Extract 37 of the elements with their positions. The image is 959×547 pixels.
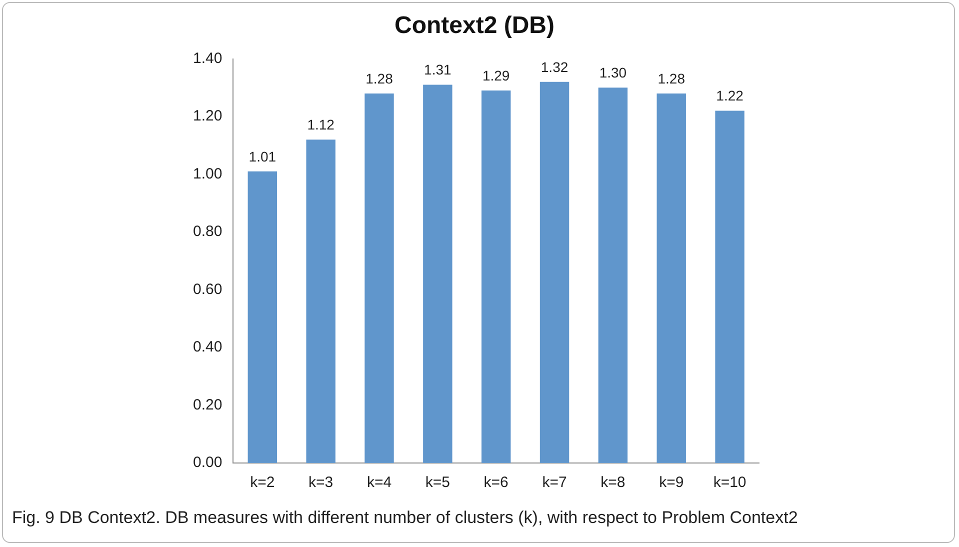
data-label: 1.01 <box>248 148 276 164</box>
bar <box>248 171 278 463</box>
data-label: 1.28 <box>366 70 394 86</box>
bar <box>540 82 570 463</box>
y-tick-label: 1.40 <box>192 50 222 67</box>
y-tick-label: 0.60 <box>192 280 222 298</box>
bar <box>656 93 686 463</box>
x-tick-label: k=9 <box>659 474 684 492</box>
bar <box>423 84 452 463</box>
y-tick-label: 0.00 <box>192 454 222 472</box>
bar <box>715 110 744 463</box>
bar <box>481 90 511 463</box>
data-label: 1.28 <box>658 70 686 86</box>
x-tick-label: k=3 <box>308 474 334 492</box>
y-tick-label: 1.00 <box>192 165 222 182</box>
bar <box>598 88 628 463</box>
x-tick-label: k=7 <box>542 474 567 492</box>
data-label: 1.22 <box>716 88 744 104</box>
bar <box>306 140 336 463</box>
x-tick-label: k=5 <box>425 474 450 492</box>
chart-title: Context2 (DB) <box>394 12 554 40</box>
x-tick-label: k=2 <box>250 474 275 492</box>
data-label: 1.30 <box>599 64 627 81</box>
y-tick-label: 0.20 <box>192 396 222 414</box>
data-label: 1.32 <box>540 58 568 75</box>
data-label: 1.31 <box>424 62 452 78</box>
x-tick-label: k=6 <box>484 474 508 492</box>
data-label: 1.29 <box>482 67 510 84</box>
x-tick-label: k=10 <box>713 474 746 492</box>
x-tick-label: k=8 <box>600 474 626 492</box>
y-tick-label: 0.80 <box>192 223 222 240</box>
y-tick-label: 0.40 <box>192 338 222 356</box>
caption: Fig. 9 DB Context2. DB measures with different number of clusters (k), with respect to Problem Context2 <box>12 508 798 528</box>
data-label: 1.12 <box>307 116 335 132</box>
bar <box>364 93 394 463</box>
y-tick-label: 1.20 <box>192 108 222 125</box>
x-tick-label: k=4 <box>366 474 392 492</box>
